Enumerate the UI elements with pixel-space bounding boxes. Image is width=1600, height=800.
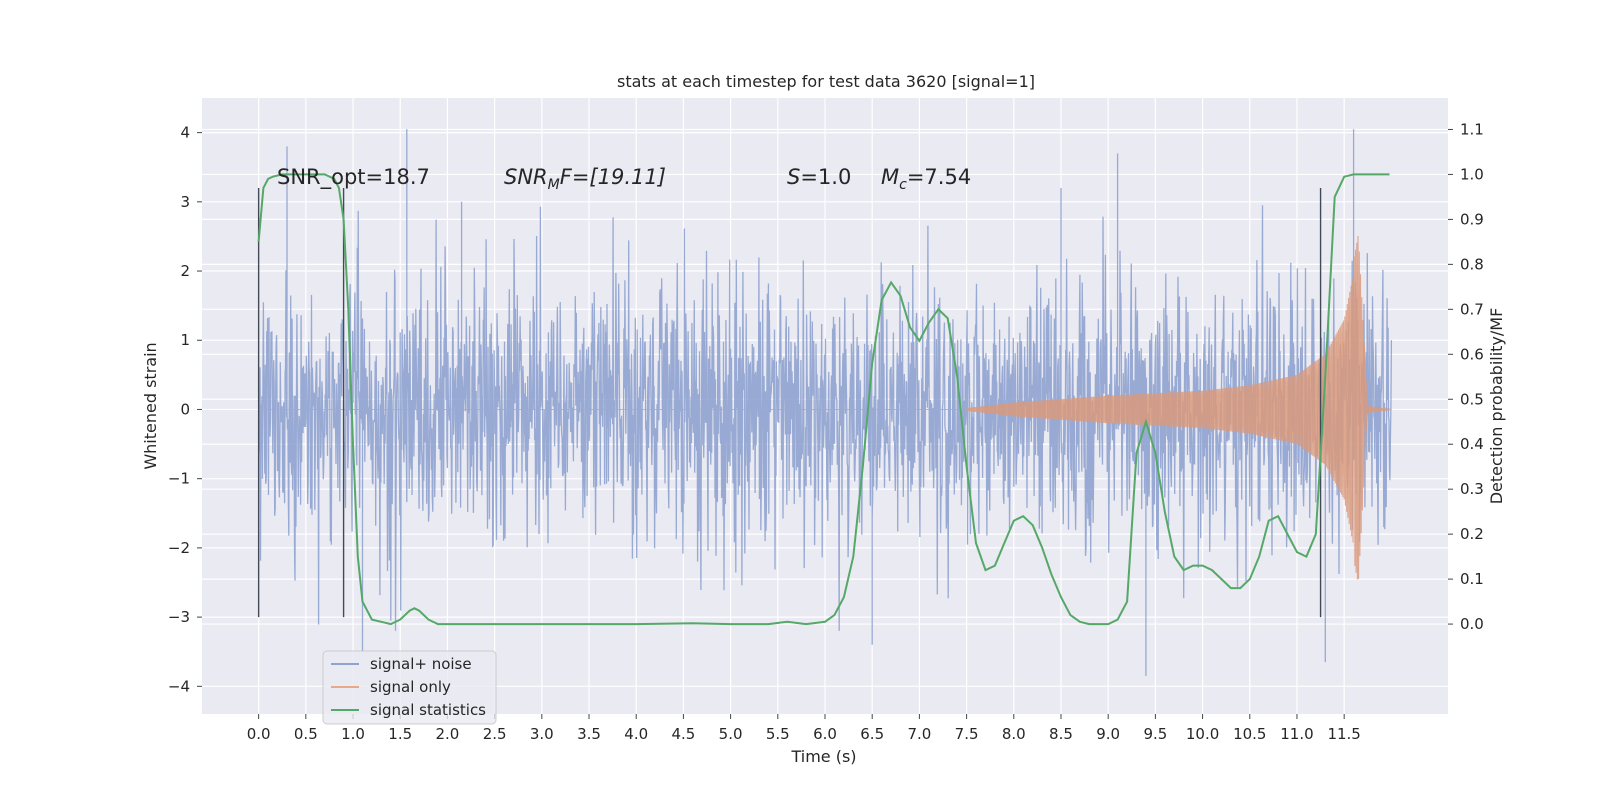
x-tick-label: 4.0: [624, 725, 648, 743]
annotation-mc-main: M: [881, 165, 899, 189]
chart-title: stats at each timestep for test data 362…: [617, 72, 1035, 91]
x-tick-label: 9.5: [1143, 725, 1167, 743]
x-tick-label: 6.5: [860, 725, 884, 743]
y-left-tick-label: −3: [168, 608, 190, 626]
y-left-tick-label: 4: [180, 124, 190, 142]
legend: signal+ noise signal only signal statist…: [322, 650, 497, 725]
y-right-tick-label: 0.4: [1460, 435, 1484, 453]
x-tick-label: 5.0: [719, 725, 743, 743]
y-right-tick-label: 0.1: [1460, 570, 1484, 588]
x-tick-label: 6.0: [813, 725, 837, 743]
y-right-tick-label: 0.7: [1460, 300, 1484, 318]
y-right-tick-label: 0.6: [1460, 345, 1484, 363]
signal-only-series: [258, 235, 1392, 580]
annotation-s-main: S: [787, 165, 800, 189]
annotation-s-rest: =1.0: [800, 165, 851, 189]
y-left-tick-label: 0: [180, 400, 190, 418]
x-tick-label: 1.5: [388, 725, 412, 743]
vertical-markers: [257, 187, 1322, 618]
x-tick-label: 11.0: [1280, 725, 1313, 743]
x-tick-label: 8.0: [1002, 725, 1026, 743]
x-tick-label: 0.0: [247, 725, 271, 743]
legend-box: [322, 650, 497, 725]
y-left-tick-label: 1: [180, 331, 190, 349]
legend-label-signal: signal only: [370, 678, 451, 696]
x-tick-label: 10.0: [1186, 725, 1219, 743]
grid-lines: [202, 98, 1448, 714]
y-axis-right-ticks: 1.1 1.0 0.9 0.8 0.7 0.6 0.5 0.4 0.3 0.2 0.1 0.0: [1448, 120, 1484, 633]
y-left-tick-label: −1: [168, 470, 190, 488]
y-left-tick-label: 3: [180, 193, 190, 211]
y-right-tick-label: 0.9: [1460, 210, 1484, 228]
x-tick-label: 2.0: [435, 725, 459, 743]
annotation-s: S=1.0: [787, 165, 851, 189]
legend-label-stats: signal statistics: [370, 701, 486, 719]
y-axis-left-label: Whitened strain: [141, 342, 160, 469]
x-tick-label: 7.5: [955, 725, 979, 743]
x-axis-ticks: 0.0 0.5 1.0 1.5 2.0 2.5 3.0 3.5 4.0 4.5 5.0 5.5 6.0 6…: [247, 714, 1361, 743]
annotation-mc: Mc=7.54: [881, 165, 971, 193]
x-tick-label: 4.5: [671, 725, 695, 743]
annotation-mc-rest: =7.54: [907, 165, 971, 189]
signal-statistics-line: [257, 173, 1390, 626]
x-tick-label: 1.0: [341, 725, 365, 743]
annotation-snr-mf: SNRMF=[19.11]: [504, 165, 666, 193]
signal-statistics-series: [257, 173, 1390, 626]
x-tick-label: 5.5: [766, 725, 790, 743]
annotation-mc-sub: c: [899, 177, 907, 193]
x-tick-label: 3.0: [530, 725, 554, 743]
legend-label-noise: signal+ noise: [370, 655, 472, 673]
y-axis-left-ticks: 4 3 2 1 0 −1 −2 −3 −4: [168, 124, 202, 695]
y-right-tick-label: 0.0: [1460, 615, 1484, 633]
y-left-tick-label: −4: [168, 677, 190, 695]
x-tick-label: 3.5: [577, 725, 601, 743]
y-right-tick-label: 1.1: [1460, 120, 1484, 138]
annotation-snr-mf-sub: M: [548, 177, 560, 193]
x-axis-label: Time (s): [790, 747, 856, 766]
y-axis-right-label: Detection probability/MF: [1487, 308, 1506, 505]
y-right-tick-label: 0.8: [1460, 255, 1484, 273]
x-tick-label: 8.5: [1049, 725, 1073, 743]
annotation-snr-opt: SNR_opt=18.7: [277, 165, 430, 190]
x-tick-label: 11.5: [1327, 725, 1360, 743]
annotation-snr-mf-main: SNR: [504, 165, 548, 189]
x-tick-label: 9.0: [1096, 725, 1120, 743]
x-tick-label: 10.5: [1233, 725, 1266, 743]
annotations: SNR_opt=18.7 SNRMF=[19.11] S=1.0 Mc=7.54: [277, 165, 971, 193]
y-left-tick-label: −2: [168, 539, 190, 557]
y-right-tick-label: 0.5: [1460, 390, 1484, 408]
y-right-tick-label: 1.0: [1460, 165, 1484, 183]
x-tick-label: 0.5: [294, 725, 318, 743]
y-left-tick-label: 2: [180, 262, 190, 280]
signal-only-line: [258, 235, 1392, 580]
x-tick-label: 2.5: [483, 725, 507, 743]
y-right-tick-label: 0.2: [1460, 525, 1484, 543]
annotation-snr-mf-rest: F=[19.11]: [560, 165, 666, 189]
x-tick-label: 7.0: [907, 725, 931, 743]
y-right-tick-label: 0.3: [1460, 480, 1484, 498]
